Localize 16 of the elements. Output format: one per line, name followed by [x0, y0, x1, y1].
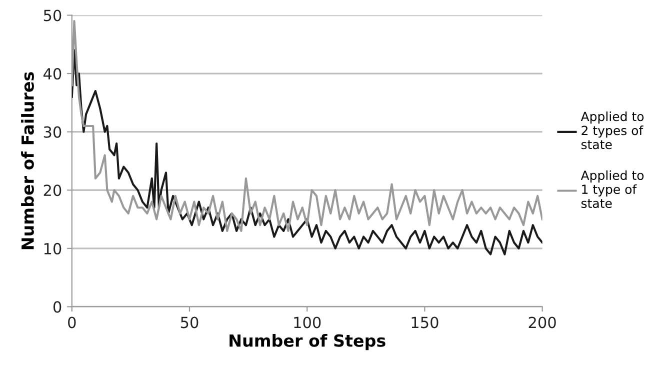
- x-tick-label: 200: [528, 316, 556, 328]
- y-tick-label: 50: [44, 10, 62, 22]
- y-tick-label: 10: [44, 242, 62, 254]
- line-series: [72, 49, 542, 256]
- y-tick-label: 40: [43, 68, 62, 80]
- x-tick-label: 100: [294, 316, 321, 328]
- y-axis-title: Number of Failures: [21, 72, 34, 250]
- legend-label: Applied to 2 types of state: [580, 112, 644, 150]
- y-tick-label: 0: [53, 301, 62, 313]
- legend-label: Applied to 1 type of state: [580, 170, 644, 208]
- y-tick-label: 30: [44, 126, 62, 138]
- x-tick-label: 0: [68, 316, 76, 328]
- x-tick-label: 150: [412, 316, 438, 328]
- y-tick-label: 20: [44, 184, 62, 196]
- x-axis-title: Number of Steps: [230, 334, 386, 350]
- x-tick-label: 50: [180, 316, 198, 328]
